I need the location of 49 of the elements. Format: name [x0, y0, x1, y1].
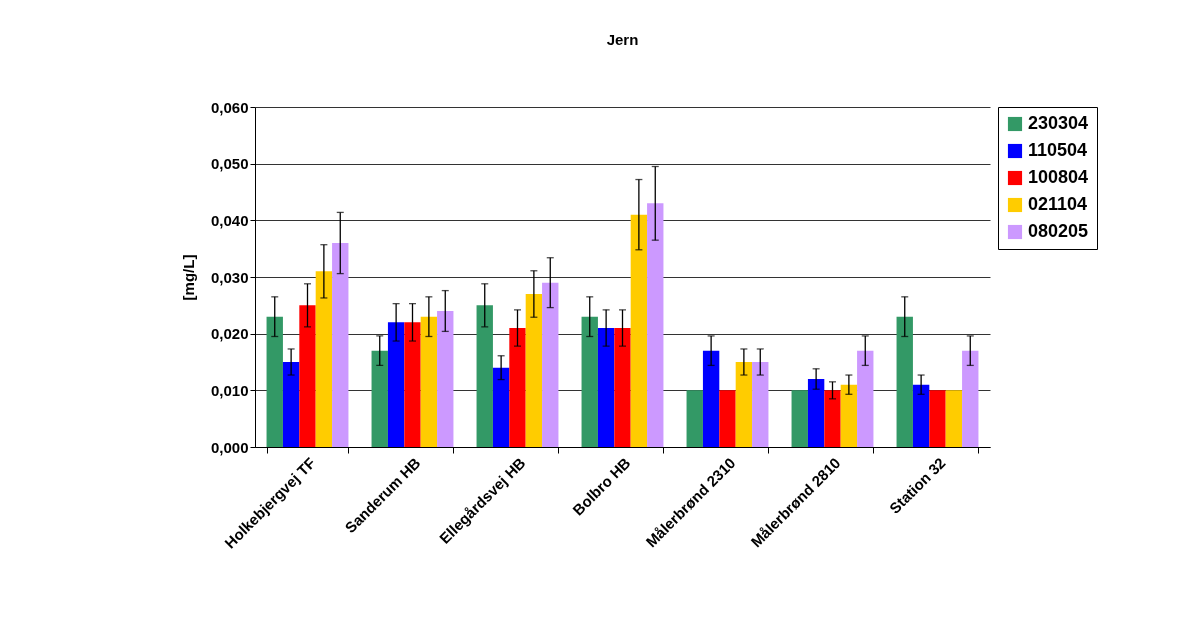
bar [791, 390, 808, 447]
chart-title: Jern [606, 31, 639, 48]
y-tick-label: 0,020 [210, 325, 249, 343]
bar [929, 390, 946, 447]
bar [492, 367, 510, 447]
bar [542, 282, 559, 447]
bar [686, 390, 703, 447]
bar [420, 316, 438, 447]
y-tick-label: 0,000 [210, 438, 249, 456]
bar [614, 328, 631, 447]
bar [719, 390, 736, 447]
bar [945, 390, 963, 447]
bar [896, 316, 913, 447]
bar [525, 294, 543, 447]
bar [752, 362, 769, 447]
bar [404, 322, 421, 447]
bar [476, 305, 493, 447]
bar [702, 350, 720, 447]
bar [912, 384, 930, 447]
bar [735, 362, 753, 447]
legend-label: 230304 [1028, 113, 1089, 133]
bar [437, 311, 454, 447]
legend-label: 080205 [1028, 221, 1089, 241]
bar [840, 384, 858, 447]
bar [647, 203, 664, 447]
bar [597, 328, 615, 447]
bar [630, 214, 648, 447]
bar [332, 243, 349, 447]
bar [371, 350, 388, 447]
bar [315, 271, 333, 447]
bar [857, 350, 874, 447]
legend-label: 100804 [1028, 167, 1089, 187]
bar [299, 305, 316, 447]
bar [282, 362, 300, 447]
bar [509, 328, 526, 447]
y-tick-label: 0,050 [210, 155, 249, 173]
y-tick-label: 0,060 [210, 98, 249, 116]
y-tick-label: 0,030 [210, 268, 249, 286]
bar [807, 379, 825, 447]
legend-label: 110504 [1028, 140, 1088, 160]
y-tick-label: 0,010 [210, 381, 249, 399]
bar [962, 350, 979, 447]
bar [581, 316, 598, 447]
bar [824, 390, 841, 447]
y-tick-label: 0,040 [210, 211, 249, 229]
legend-label: 021104 [1028, 194, 1088, 214]
y-axis-title: [mg/L] [179, 254, 197, 301]
bar [266, 316, 283, 447]
bar [387, 322, 405, 447]
